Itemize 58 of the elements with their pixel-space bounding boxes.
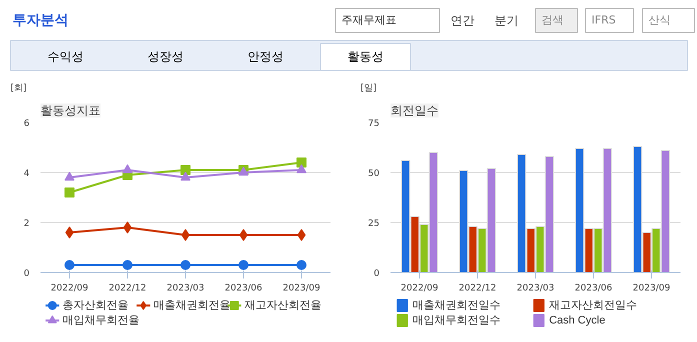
point: [181, 229, 190, 241]
legend-label: 재고자산회전일수: [549, 300, 638, 312]
y-axis-title: [일]: [360, 84, 377, 94]
x-tick-label: 2023/03: [516, 284, 554, 294]
x-tick-label: 2023/06: [574, 284, 612, 294]
x-tick-label: 2023/09: [632, 284, 670, 294]
legend-label: 총자산회전율: [62, 300, 129, 312]
legend-label: 매출채권회전율: [154, 300, 231, 312]
text: 수익성: [48, 50, 84, 64]
y-tick-label: 4: [24, 169, 30, 179]
chart-title: 활동성지표: [40, 104, 100, 118]
text: 성장성: [148, 50, 184, 64]
point: [122, 260, 132, 270]
y-tick-label: 6: [24, 119, 30, 129]
legend-label: Cash Cycle: [549, 314, 606, 326]
point: [64, 172, 74, 181]
text: 산식: [648, 14, 670, 26]
x-tick-label: 2023/09: [282, 284, 320, 294]
point: [65, 226, 74, 238]
y-tick-label: 50: [368, 169, 380, 179]
x-tick-label: 2022/12: [458, 284, 496, 294]
text: 분기: [494, 14, 518, 28]
point: [239, 229, 248, 241]
legend-label: 매출채권회전일수: [412, 300, 501, 312]
text: 검색: [542, 14, 564, 26]
text: 연간: [450, 14, 474, 28]
y-axis-title: [회]: [10, 84, 27, 94]
text: 투자분석: [12, 12, 68, 28]
x-tick-label: 2023/06: [224, 284, 262, 294]
point: [180, 165, 190, 175]
y-tick-label: 25: [368, 219, 380, 229]
legend-label: 재고자산회전율: [244, 300, 322, 312]
y-tick-label: 0: [24, 269, 30, 279]
text: IFRS: [592, 14, 616, 26]
point: [123, 222, 132, 234]
point: [238, 260, 248, 270]
point: [64, 188, 74, 198]
legend-label: 매입채무회전율: [62, 314, 140, 326]
text: 안정성: [248, 50, 284, 64]
x-tick-label: 2022/12: [108, 284, 146, 294]
point: [64, 260, 74, 270]
x-tick-label: 2022/09: [50, 284, 88, 294]
text: 주재무제표: [342, 14, 396, 26]
y-tick-label: 2: [24, 219, 30, 229]
legend-label: 매입채무회전일수: [412, 314, 501, 326]
point: [296, 164, 306, 174]
point: [180, 260, 190, 270]
chart-title: 회전일수: [390, 104, 438, 118]
y-tick-label: 0: [374, 269, 380, 279]
point: [180, 172, 190, 181]
x-tick-label: 2023/03: [166, 284, 204, 294]
point: [296, 260, 306, 270]
point: [122, 164, 132, 174]
text: 활동성: [348, 50, 384, 64]
x-tick-label: 2022/09: [400, 284, 438, 294]
point: [296, 158, 306, 168]
point: [297, 229, 306, 241]
y-tick-label: 75: [368, 119, 380, 129]
